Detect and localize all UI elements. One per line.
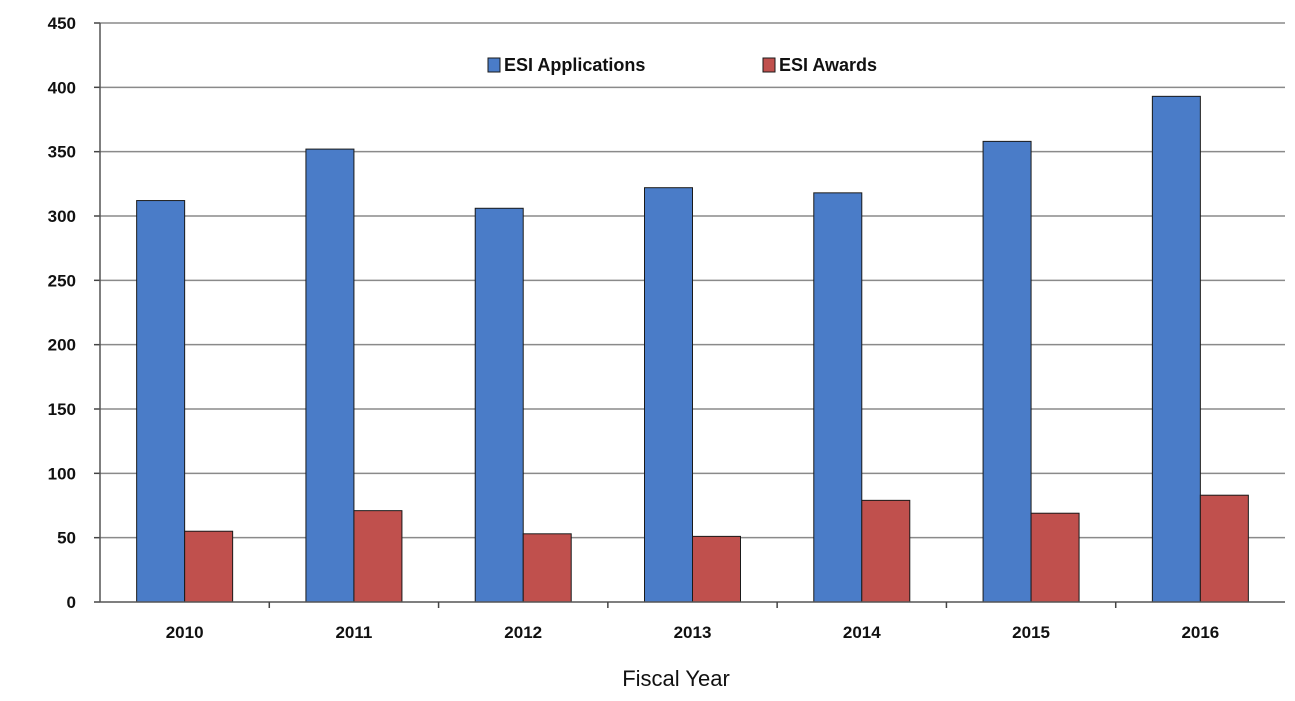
bar-awards-2016 bbox=[1199, 494, 1249, 603]
legend-swatch bbox=[487, 57, 501, 73]
x-tick-label: 2010 bbox=[166, 623, 204, 642]
bar-awards-2011 bbox=[353, 510, 403, 603]
y-tick-label: 350 bbox=[48, 143, 76, 162]
bar-awards-2010 bbox=[184, 530, 234, 603]
x-tick-label: 2011 bbox=[335, 623, 372, 642]
bar-applications-2016 bbox=[1151, 95, 1201, 603]
bar-applications-2010 bbox=[136, 200, 186, 603]
y-axis-ticks: 0 50 100 150 200 250 300 350 400 450 bbox=[48, 14, 100, 612]
axes bbox=[99, 23, 1285, 603]
legend-label: ESI Applications bbox=[504, 55, 645, 75]
y-tick-label: 250 bbox=[48, 271, 76, 290]
bar-applications-2013 bbox=[644, 187, 693, 603]
x-axis-title: Fiscal Year bbox=[622, 666, 730, 691]
bars bbox=[136, 95, 1249, 603]
y-tick-label: 150 bbox=[48, 400, 76, 419]
bar-awards-2014 bbox=[861, 499, 911, 603]
legend: ESI Applications ESI Awards bbox=[487, 55, 877, 75]
x-tick-label: 2016 bbox=[1181, 623, 1219, 642]
legend-label: ESI Awards bbox=[779, 55, 877, 75]
bar-awards-2012 bbox=[522, 533, 572, 603]
x-tick-label: 2015 bbox=[1012, 623, 1050, 642]
x-tick-label: 2013 bbox=[674, 623, 712, 642]
y-tick-label: 300 bbox=[48, 207, 76, 226]
bar-applications-2012 bbox=[474, 207, 524, 603]
y-tick-label: 50 bbox=[57, 529, 76, 548]
y-tick-label: 0 bbox=[67, 593, 76, 612]
bar-awards-2013 bbox=[692, 535, 741, 603]
x-tick-label: 2014 bbox=[843, 623, 881, 642]
y-tick-label: 450 bbox=[48, 14, 76, 33]
x-tick-label: 2012 bbox=[504, 623, 542, 642]
bar-applications-2014 bbox=[813, 192, 863, 603]
y-tick-label: 100 bbox=[48, 464, 76, 483]
x-axis-ticks: 2010 2011 2012 2013 2014 2015 2016 bbox=[166, 602, 1219, 642]
y-tick-label: 400 bbox=[48, 78, 76, 97]
bar-applications-2011 bbox=[305, 148, 355, 603]
bar-applications-2015 bbox=[982, 140, 1032, 603]
y-tick-label: 200 bbox=[48, 336, 76, 355]
legend-swatch bbox=[762, 57, 776, 73]
bar-awards-2015 bbox=[1030, 512, 1080, 603]
